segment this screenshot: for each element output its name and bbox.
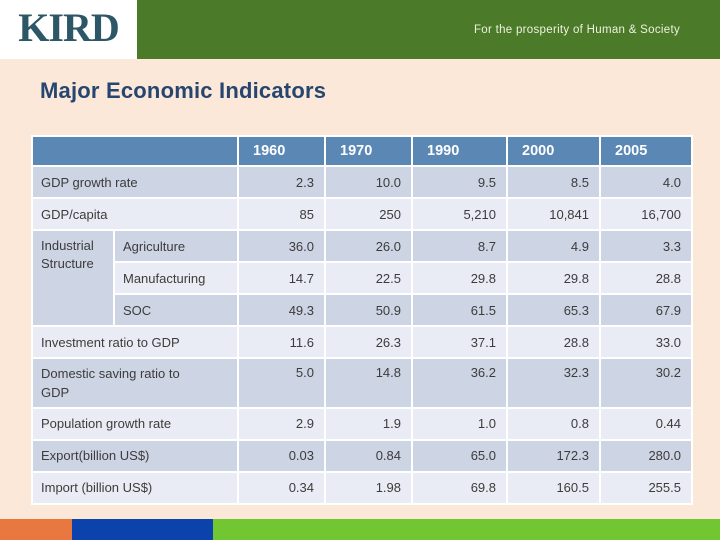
cell-value: 69.8 xyxy=(413,472,506,503)
table-row: Manufacturing 14.7 22.5 29.8 29.8 28.8 xyxy=(33,263,691,293)
cell-value: 14.7 xyxy=(239,263,324,293)
cell-value: 22.5 xyxy=(326,263,411,293)
cell-value: 11.6 xyxy=(239,327,324,357)
row-label: GDP growth rate xyxy=(33,167,237,197)
row-label: GDP/capita xyxy=(33,199,237,229)
cell-value: 250 xyxy=(326,199,411,229)
cell-value: 0.34 xyxy=(239,472,324,503)
cell-value: 10,841 xyxy=(508,199,599,229)
cell-value: 9.5 xyxy=(413,167,506,197)
year-header: 2000 xyxy=(508,137,599,165)
logo-box: KIRD xyxy=(0,0,137,59)
cell-value: 28.8 xyxy=(508,327,599,357)
row-label: Export(billion US$) xyxy=(33,440,237,471)
cell-value: 29.8 xyxy=(508,263,599,293)
row-sublabel: SOC xyxy=(115,295,237,325)
footer-blue-block xyxy=(72,519,213,540)
cell-value: 30.2 xyxy=(601,359,691,407)
header-slogan: For the prosperity of Human & Society xyxy=(473,23,680,36)
cell-value: 49.3 xyxy=(239,295,324,325)
table-row: SOC 49.3 50.9 61.5 65.3 67.9 xyxy=(33,295,691,325)
cell-value: 2.9 xyxy=(239,408,324,439)
table-row: Domestic saving ratio to GDP 5.0 14.8 36… xyxy=(33,359,691,407)
table-row: GDP/capita 85 250 5,210 10,841 16,700 xyxy=(33,199,691,229)
kird-logo: KIRD xyxy=(18,4,119,50)
cell-value: 36.2 xyxy=(413,359,506,407)
row-sublabel: Agriculture xyxy=(115,231,237,261)
cell-value: 160.5 xyxy=(508,472,599,503)
cell-value: 61.5 xyxy=(413,295,506,325)
cell-value: 29.8 xyxy=(413,263,506,293)
year-header: 1970 xyxy=(326,137,411,165)
cell-value: 37.1 xyxy=(413,327,506,357)
top-header: KIRD For the prosperity of Human & Socie… xyxy=(0,0,720,59)
cell-value: 67.9 xyxy=(601,295,691,325)
year-header: 1990 xyxy=(413,137,506,165)
cell-value: 0.44 xyxy=(601,408,691,439)
cell-value: 33.0 xyxy=(601,327,691,357)
cell-value: 10.0 xyxy=(326,167,411,197)
footer-green-block xyxy=(213,519,720,540)
table-row: Population growth rate 2.9 1.9 1.0 0.8 0… xyxy=(33,408,691,439)
cell-value: 280.0 xyxy=(601,440,691,471)
page-title: Major Economic Indicators xyxy=(40,78,327,103)
header-green-bar: For the prosperity of Human & Society xyxy=(137,0,720,59)
cell-value: 0.8 xyxy=(508,408,599,439)
cell-value: 5,210 xyxy=(413,199,506,229)
indicators-table: 1960 1970 1990 2000 2005 GDP growth rate… xyxy=(31,135,693,505)
cell-value: 255.5 xyxy=(601,472,691,503)
cell-value: 50.9 xyxy=(326,295,411,325)
row-label: Population growth rate xyxy=(33,408,237,439)
cell-value: 1.0 xyxy=(413,408,506,439)
cell-value: 2.3 xyxy=(239,167,324,197)
footer-bar xyxy=(0,519,720,540)
cell-value: 26.3 xyxy=(326,327,411,357)
footer-orange-block xyxy=(0,519,72,540)
table-header-row: 1960 1970 1990 2000 2005 xyxy=(33,137,691,165)
cell-value: 0.84 xyxy=(326,440,411,471)
row-label: Import (billion US$) xyxy=(33,472,237,503)
row-group-label: Industrial Structure xyxy=(33,231,113,325)
cell-value: 16,700 xyxy=(601,199,691,229)
cell-value: 26.0 xyxy=(326,231,411,261)
table-row: Industrial Structure Agriculture 36.0 26… xyxy=(33,231,691,325)
table-row: Investment ratio to GDP 11.6 26.3 37.1 2… xyxy=(33,327,691,357)
table-row: Import (billion US$) 0.34 1.98 69.8 160.… xyxy=(33,472,691,503)
table-row: Export(billion US$) 0.03 0.84 65.0 172.3… xyxy=(33,440,691,471)
table-row: GDP growth rate 2.3 10.0 9.5 8.5 4.0 xyxy=(33,167,691,197)
cell-value: 65.3 xyxy=(508,295,599,325)
cell-value: 1.9 xyxy=(326,408,411,439)
cell-value: 8.5 xyxy=(508,167,599,197)
cell-value: 28.8 xyxy=(601,263,691,293)
year-header: 2005 xyxy=(601,137,691,165)
cell-value: 1.98 xyxy=(326,472,411,503)
cell-value: 3.3 xyxy=(601,231,691,261)
cell-value: 14.8 xyxy=(326,359,411,407)
cell-value: 8.7 xyxy=(413,231,506,261)
cell-value: 172.3 xyxy=(508,440,599,471)
cell-value: 4.0 xyxy=(601,167,691,197)
corner-cell xyxy=(33,137,237,165)
year-header: 1960 xyxy=(239,137,324,165)
cell-value: 85 xyxy=(239,199,324,229)
cell-value: 65.0 xyxy=(413,440,506,471)
cell-value: 0.03 xyxy=(239,440,324,471)
cell-value: 32.3 xyxy=(508,359,599,407)
cell-value: 36.0 xyxy=(239,231,324,261)
row-label: Domestic saving ratio to GDP xyxy=(33,359,237,407)
cell-value: 4.9 xyxy=(508,231,599,261)
row-label: Investment ratio to GDP xyxy=(33,327,237,357)
row-sublabel: Manufacturing xyxy=(115,263,237,293)
cell-value: 5.0 xyxy=(239,359,324,407)
